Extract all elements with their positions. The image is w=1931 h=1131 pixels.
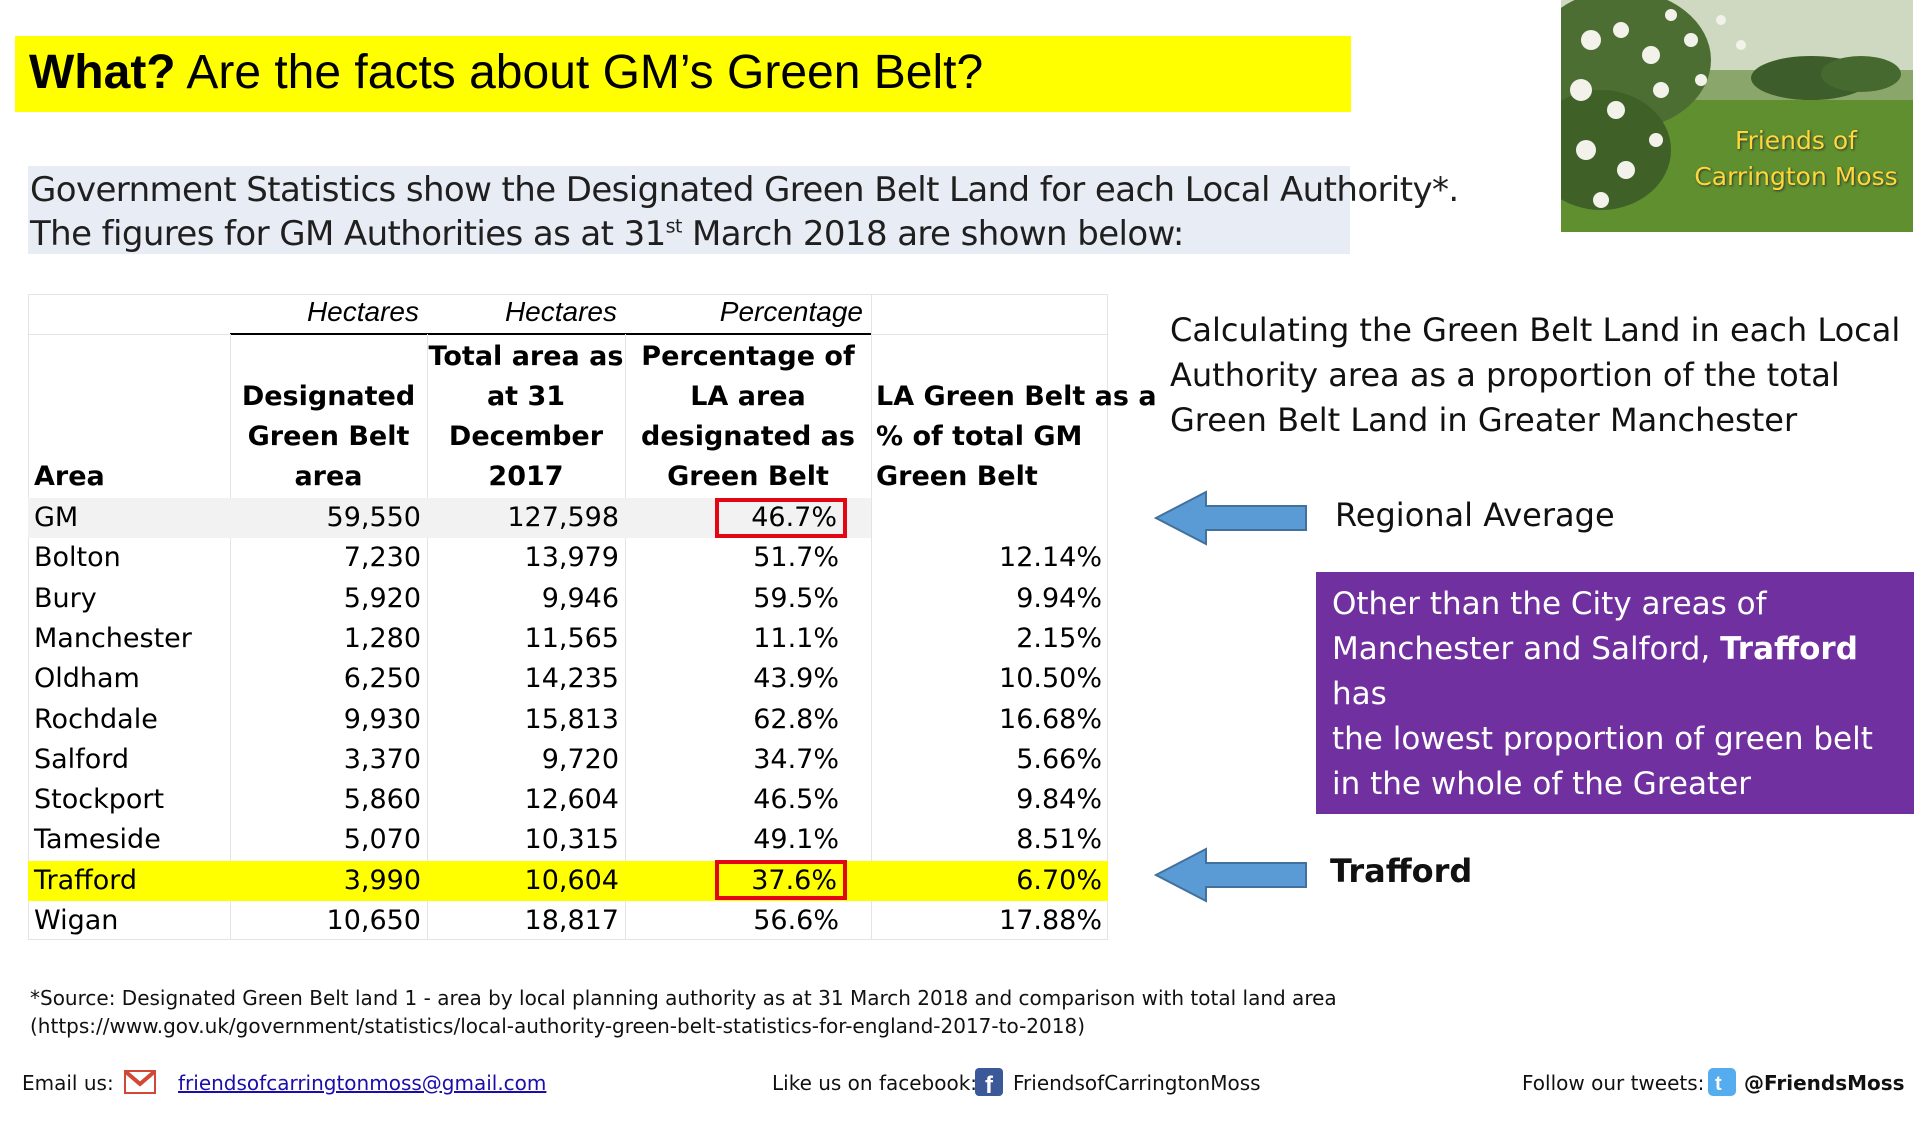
highlight-box-gm (715, 498, 847, 538)
intro-line-1: Government Statistics show the Designate… (30, 170, 1459, 210)
cell-area: GM (34, 502, 79, 533)
cell-designated: 10,650 (326, 905, 421, 936)
cell-designated: 1,280 (343, 622, 421, 654)
unit-total: Hectares (504, 296, 617, 327)
cell-area: Bolton (34, 542, 121, 574)
header-area: Area (34, 461, 105, 492)
intro-line-2: The figures for GM Authorities as at 31s… (30, 214, 1184, 254)
cell-pct: 59.5% (753, 582, 839, 614)
arrow-left-icon (1154, 490, 1307, 546)
cell-total: 10,315 (524, 824, 619, 856)
cell-area: Manchester (34, 622, 192, 654)
cell-share: 6.70% (1016, 864, 1102, 896)
arrow-left-icon (1154, 847, 1307, 903)
cell-pct: 46.5% (753, 784, 839, 816)
cell-share: 5.66% (1016, 743, 1102, 775)
cell-designated: 5,860 (343, 784, 421, 816)
cell-pct: 34.7% (753, 743, 839, 775)
regional-average-label: Regional Average (1335, 496, 1615, 534)
twitter-label: Follow our tweets: (1522, 1071, 1705, 1095)
cell-total: 14,235 (524, 663, 619, 695)
cell-total: 11,565 (524, 622, 619, 654)
cell-area: Rochdale (34, 703, 158, 735)
cell-total: 13,979 (524, 542, 619, 574)
cell-total: 9,720 (541, 743, 619, 775)
cell-share: 8.51% (1016, 824, 1102, 856)
cell-share: 2.15% (1016, 622, 1102, 654)
header-share: LA Green Belt as a % of total GM Green B… (876, 381, 1157, 492)
cell-pct: 37.6% (751, 864, 837, 896)
header-pct: Percentage of LA area designated as Gree… (641, 341, 855, 492)
cell-pct: 49.1% (753, 824, 839, 856)
unit-designated: Hectares (306, 296, 419, 327)
highlight-box-trafford (715, 860, 847, 900)
cell-pct: 51.7% (753, 542, 839, 574)
cell-designated: 5,920 (343, 582, 421, 614)
facebook-page[interactable]: FriendsofCarringtonMoss (1013, 1071, 1261, 1095)
cell-area: Bury (34, 582, 97, 614)
cell-total: 10,604 (524, 864, 619, 896)
header-designated: Designated Green Belt area (241, 381, 416, 492)
cell-designated: 6,250 (343, 663, 421, 695)
cell-pct: 56.6% (753, 905, 839, 936)
trafford-callout: Other than the City areas of Manchester … (1316, 572, 1914, 847)
svg-text:t: t (1715, 1073, 1722, 1095)
gmail-icon (124, 1070, 156, 1094)
cell-area: Oldham (34, 663, 140, 695)
table-row (28, 498, 871, 539)
header-total: Total area as at 31 December 2017 (428, 341, 624, 492)
cell-share: 9.94% (1016, 582, 1102, 614)
calc-note: Calculating the Green Belt Land in each … (1170, 311, 1901, 439)
cell-total: 18,817 (524, 905, 619, 936)
cell-pct: 43.9% (753, 663, 839, 695)
cell-share: 17.88% (999, 905, 1102, 936)
cell-area: Stockport (34, 784, 165, 816)
email-label: Email us: (22, 1071, 114, 1095)
source-url: (https://www.gov.uk/government/statistic… (30, 1014, 1085, 1038)
email-link[interactable]: friendsofcarringtonmoss@gmail.com (178, 1071, 547, 1095)
cell-designated: 7,230 (343, 542, 421, 574)
cell-designated: 3,990 (343, 864, 421, 896)
cell-designated: 59,550 (326, 502, 421, 533)
cell-total: 9,946 (541, 582, 619, 614)
cell-designated: 5,070 (343, 824, 421, 856)
page-title: What? Are the facts about GM’s Green Bel… (29, 46, 984, 99)
cell-share: 9.84% (1016, 784, 1102, 816)
trafford-label: Trafford (1330, 852, 1473, 890)
intro-box: Government Statistics show the Designate… (28, 166, 1459, 254)
facebook-label: Like us on facebook: (772, 1071, 978, 1095)
facebook-icon: f (975, 1068, 1003, 1096)
cell-designated: 9,930 (343, 703, 421, 735)
cell-designated: 3,370 (343, 743, 421, 775)
cell-area: Wigan (34, 905, 119, 936)
source-note: *Source: Designated Green Belt land 1 - … (30, 986, 1337, 1010)
photo-label-1: Friends of (1735, 126, 1857, 155)
cell-total: 127,598 (507, 502, 619, 533)
photo-label-2: Carrington Moss (1694, 162, 1898, 191)
twitter-icon: t (1708, 1068, 1736, 1096)
green-belt-table: Hectares Hectares Percentage Area Design… (28, 294, 1157, 940)
unit-pct: Percentage (719, 296, 863, 327)
cell-share: 10.50% (999, 663, 1102, 695)
cell-area: Tameside (34, 824, 161, 856)
cell-share: 16.68% (999, 703, 1102, 735)
table-row (28, 860, 1108, 901)
cell-pct: 46.7% (751, 502, 837, 533)
logo-photo: Friends of Carrington Moss (1561, 0, 1913, 232)
cell-area: Salford (34, 743, 129, 775)
cell-area: Trafford (34, 864, 138, 896)
cell-total: 15,813 (524, 703, 619, 735)
cell-total: 12,604 (524, 784, 619, 816)
twitter-handle[interactable]: @FriendsMoss (1744, 1071, 1905, 1095)
cell-share: 12.14% (999, 542, 1102, 574)
cell-pct: 11.1% (753, 622, 839, 654)
svg-text:f: f (985, 1072, 994, 1096)
title-banner: What? Are the facts about GM’s Green Bel… (15, 36, 1351, 112)
cell-pct: 62.8% (753, 703, 839, 735)
